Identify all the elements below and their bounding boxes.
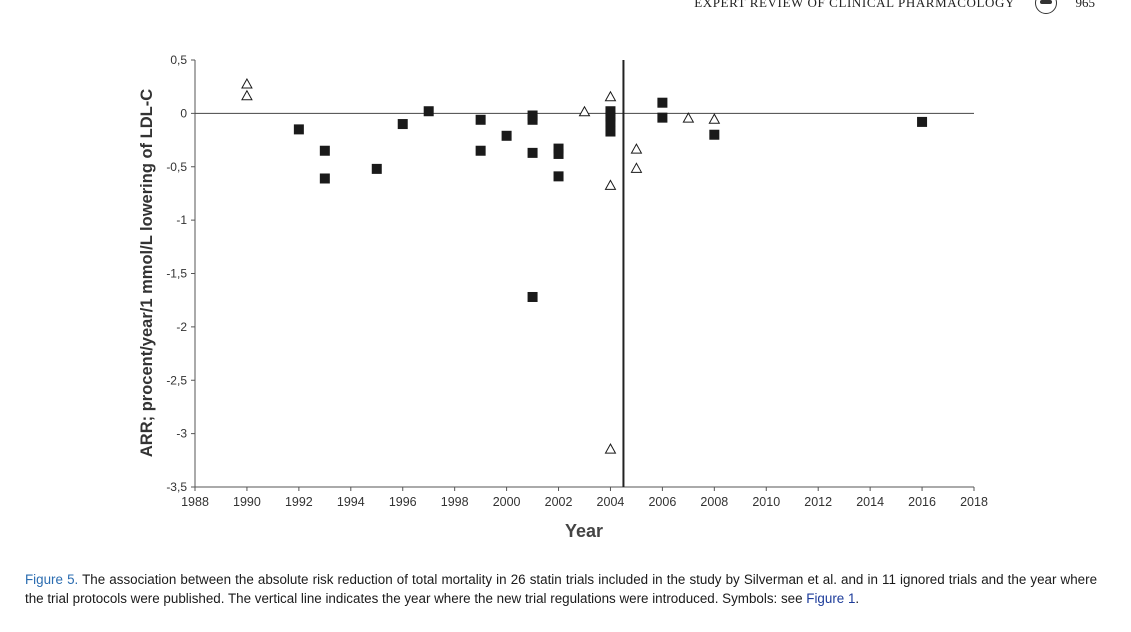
y-tick-label: 0,5: [170, 53, 187, 67]
triangle-point: [604, 443, 617, 454]
x-tick-label: 2002: [545, 495, 573, 509]
data-points: [241, 77, 928, 454]
triangle-point: [708, 113, 721, 124]
y-axis-label: ARR; procent/year/1 mmol/L lowering of L…: [138, 89, 156, 457]
caption-text: The association between the absolute ris…: [25, 572, 1098, 606]
square-point: [605, 111, 616, 122]
square-point: [423, 106, 434, 117]
square-point: [657, 97, 668, 108]
x-tick-label: 1988: [181, 495, 209, 509]
x-tick-label: 1994: [337, 495, 365, 509]
y-tick-label: -1: [176, 213, 187, 227]
x-tick-label: 1998: [441, 495, 469, 509]
reference-lines: [195, 60, 974, 487]
x-tick-label: 2012: [804, 495, 832, 509]
caption-label: Figure 5.: [25, 572, 79, 587]
triangle-point: [604, 90, 617, 102]
triangle-point: [578, 105, 591, 117]
journal-title: EXPERT REVIEW OF CLINICAL PHARMACOLOGY: [694, 0, 1015, 10]
running-head: EXPERT REVIEW OF CLINICAL PHARMACOLOGY 9…: [0, 0, 1131, 14]
x-tick-label: 2008: [700, 495, 728, 509]
square-point: [527, 291, 538, 302]
triangle-point: [630, 143, 643, 154]
square-point: [319, 145, 330, 156]
square-point: [397, 119, 408, 130]
square-point: [553, 143, 564, 154]
square-point: [293, 124, 304, 135]
caption-end: .: [855, 591, 860, 606]
triangle-point: [682, 112, 695, 123]
square-point: [319, 173, 330, 184]
square-point: [527, 147, 538, 158]
figure-caption: Figure 5. The association between the ab…: [25, 570, 1097, 608]
x-tick-label: 2006: [648, 495, 676, 509]
square-point: [605, 126, 616, 137]
caption-figure-link[interactable]: Figure 1: [806, 591, 856, 606]
x-tick-label: 2000: [493, 495, 521, 509]
page-number: 965: [1075, 0, 1096, 10]
square-point: [553, 171, 564, 182]
square-point: [709, 129, 720, 140]
y-tick-label: 0: [180, 106, 187, 120]
square-point: [917, 116, 928, 127]
x-tick-label: 2014: [856, 495, 884, 509]
y-tick-label: -0,5: [166, 160, 187, 174]
y-tick-label: -3,5: [166, 480, 187, 494]
triangle-point: [630, 162, 643, 173]
square-point: [501, 130, 512, 141]
square-point: [605, 116, 616, 127]
square-point: [475, 114, 486, 125]
x-tick-label: 2018: [960, 495, 988, 509]
square-point: [371, 163, 382, 174]
y-tick-label: -2,5: [166, 373, 187, 387]
x-tick-label: 1992: [285, 495, 313, 509]
y-tick-label: -3: [176, 427, 187, 441]
triangle-point: [241, 77, 253, 89]
x-tick-label: 2010: [752, 495, 780, 509]
triangle-point: [604, 179, 617, 190]
x-tick-label: 2016: [908, 495, 936, 509]
y-tick-label: -1,5: [166, 267, 187, 281]
x-tick-label: 1990: [233, 495, 261, 509]
triangle-point: [241, 89, 253, 101]
square-point: [527, 114, 538, 125]
x-tick-label: 1996: [389, 495, 417, 509]
y-tick-label: -2: [176, 320, 187, 334]
square-point: [605, 106, 616, 117]
x-tick-label: 2004: [597, 495, 625, 509]
square-point: [657, 112, 668, 123]
square-point: [475, 145, 486, 156]
square-point: [553, 148, 564, 159]
x-axis-label: Year: [565, 521, 603, 541]
